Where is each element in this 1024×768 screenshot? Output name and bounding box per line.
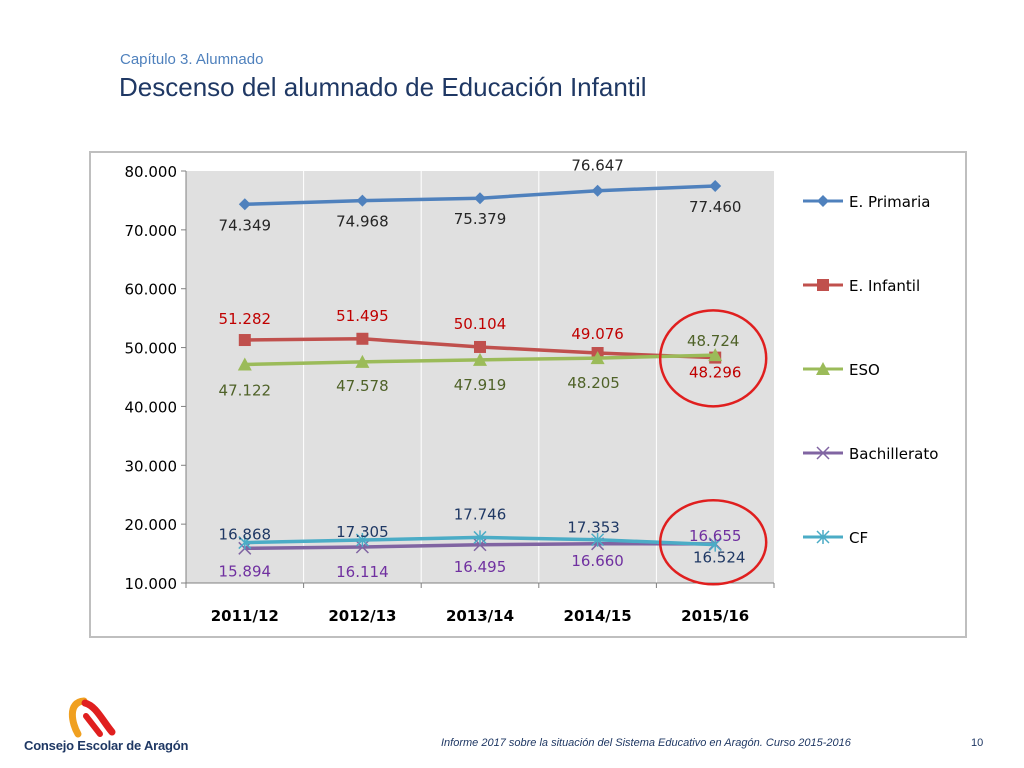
data-label: 16.495 <box>454 558 507 576</box>
legend-marker <box>816 446 830 460</box>
y-tick-label: 60.000 <box>125 281 178 299</box>
x-tick-label: 2014/15 <box>564 607 632 625</box>
data-label: 16.114 <box>336 563 389 581</box>
data-point <box>356 332 369 345</box>
legend-marker <box>816 530 830 544</box>
x-tick-label: 2013/14 <box>446 607 514 625</box>
org-name: Consejo Escolar de Aragón <box>24 738 189 753</box>
line-chart: 10.000 20.000 30.000 40.000 50.000 60.000 70.0… <box>125 157 939 625</box>
y-tick-label: 30.000 <box>125 457 178 475</box>
data-label: 17.746 <box>454 505 507 523</box>
legend-label: Bachillerato <box>849 445 938 463</box>
data-label: 75.379 <box>454 210 507 228</box>
data-point <box>591 532 605 547</box>
data-label: 48.724 <box>687 332 740 350</box>
data-label: 17.353 <box>567 519 620 537</box>
y-tick-label: 80.000 <box>125 163 178 181</box>
data-point <box>237 357 252 371</box>
data-label: 48.205 <box>567 374 620 392</box>
x-tick-label: 2011/12 <box>211 607 279 625</box>
y-tick-label: 10.000 <box>125 575 178 593</box>
legend-marker <box>816 362 830 375</box>
data-label: 16.660 <box>571 552 624 570</box>
data-point <box>238 535 252 550</box>
data-label: 47.122 <box>219 382 271 400</box>
data-point <box>473 352 487 366</box>
data-label: 16.524 <box>693 549 746 567</box>
data-point <box>708 348 723 362</box>
data-label: 16.655 <box>689 527 742 545</box>
plot-area <box>186 171 774 583</box>
y-tick-label: 20.000 <box>125 516 178 534</box>
data-label: 51.282 <box>219 310 271 328</box>
y-tick-label: 50.000 <box>125 340 178 358</box>
x-tick-label: 2015/16 <box>681 607 749 625</box>
data-point <box>356 194 369 207</box>
page-number: 10 <box>971 737 984 749</box>
data-label: 48.296 <box>689 364 742 382</box>
data-point <box>590 351 605 365</box>
page-title: Descenso del alumnado de Educación Infan… <box>119 72 647 102</box>
chapter-subtitle: Capítulo 3. Alumnado <box>120 51 264 68</box>
y-tick-label: 70.000 <box>125 222 178 240</box>
data-label: 76.647 <box>571 157 624 175</box>
data-label: 51.495 <box>336 307 389 325</box>
footer-report: Informe 2017 sobre la situación del Sist… <box>441 737 851 749</box>
data-label: 74.349 <box>219 216 271 234</box>
legend-marker <box>817 195 829 207</box>
data-point <box>708 537 722 552</box>
legend-label: E. Primaria <box>849 193 930 211</box>
legend-marker <box>817 279 829 291</box>
data-label: 77.460 <box>689 198 742 216</box>
logo-icon <box>68 697 116 738</box>
data-label: 17.305 <box>336 523 389 541</box>
data-label: 47.919 <box>454 376 507 394</box>
data-point <box>238 334 251 347</box>
data-label: 47.578 <box>336 377 389 395</box>
data-point <box>355 354 370 368</box>
data-point <box>474 192 486 205</box>
data-label: 50.104 <box>454 315 507 333</box>
highlight-circle-top <box>658 309 768 408</box>
chart-frame: 10.000 20.000 30.000 40.000 50.000 60.000 70.0… <box>89 151 967 638</box>
x-tick-label: 2012/13 <box>328 607 396 625</box>
data-point <box>709 179 722 192</box>
data-point <box>591 184 604 197</box>
legend-label: ESO <box>849 361 880 379</box>
data-point <box>355 533 369 548</box>
data-label: 16.868 <box>219 526 271 544</box>
highlight-circle-bottom <box>658 498 768 586</box>
legend-label: CF <box>849 529 868 547</box>
data-label: 74.968 <box>336 213 389 231</box>
data-point <box>238 198 251 211</box>
data-point <box>474 340 486 353</box>
data-point <box>473 530 487 545</box>
data-label: 15.894 <box>219 562 271 580</box>
legend-label: E. Infantil <box>849 277 920 295</box>
data-label: 49.076 <box>571 325 624 343</box>
y-tick-label: 40.000 <box>125 398 178 416</box>
